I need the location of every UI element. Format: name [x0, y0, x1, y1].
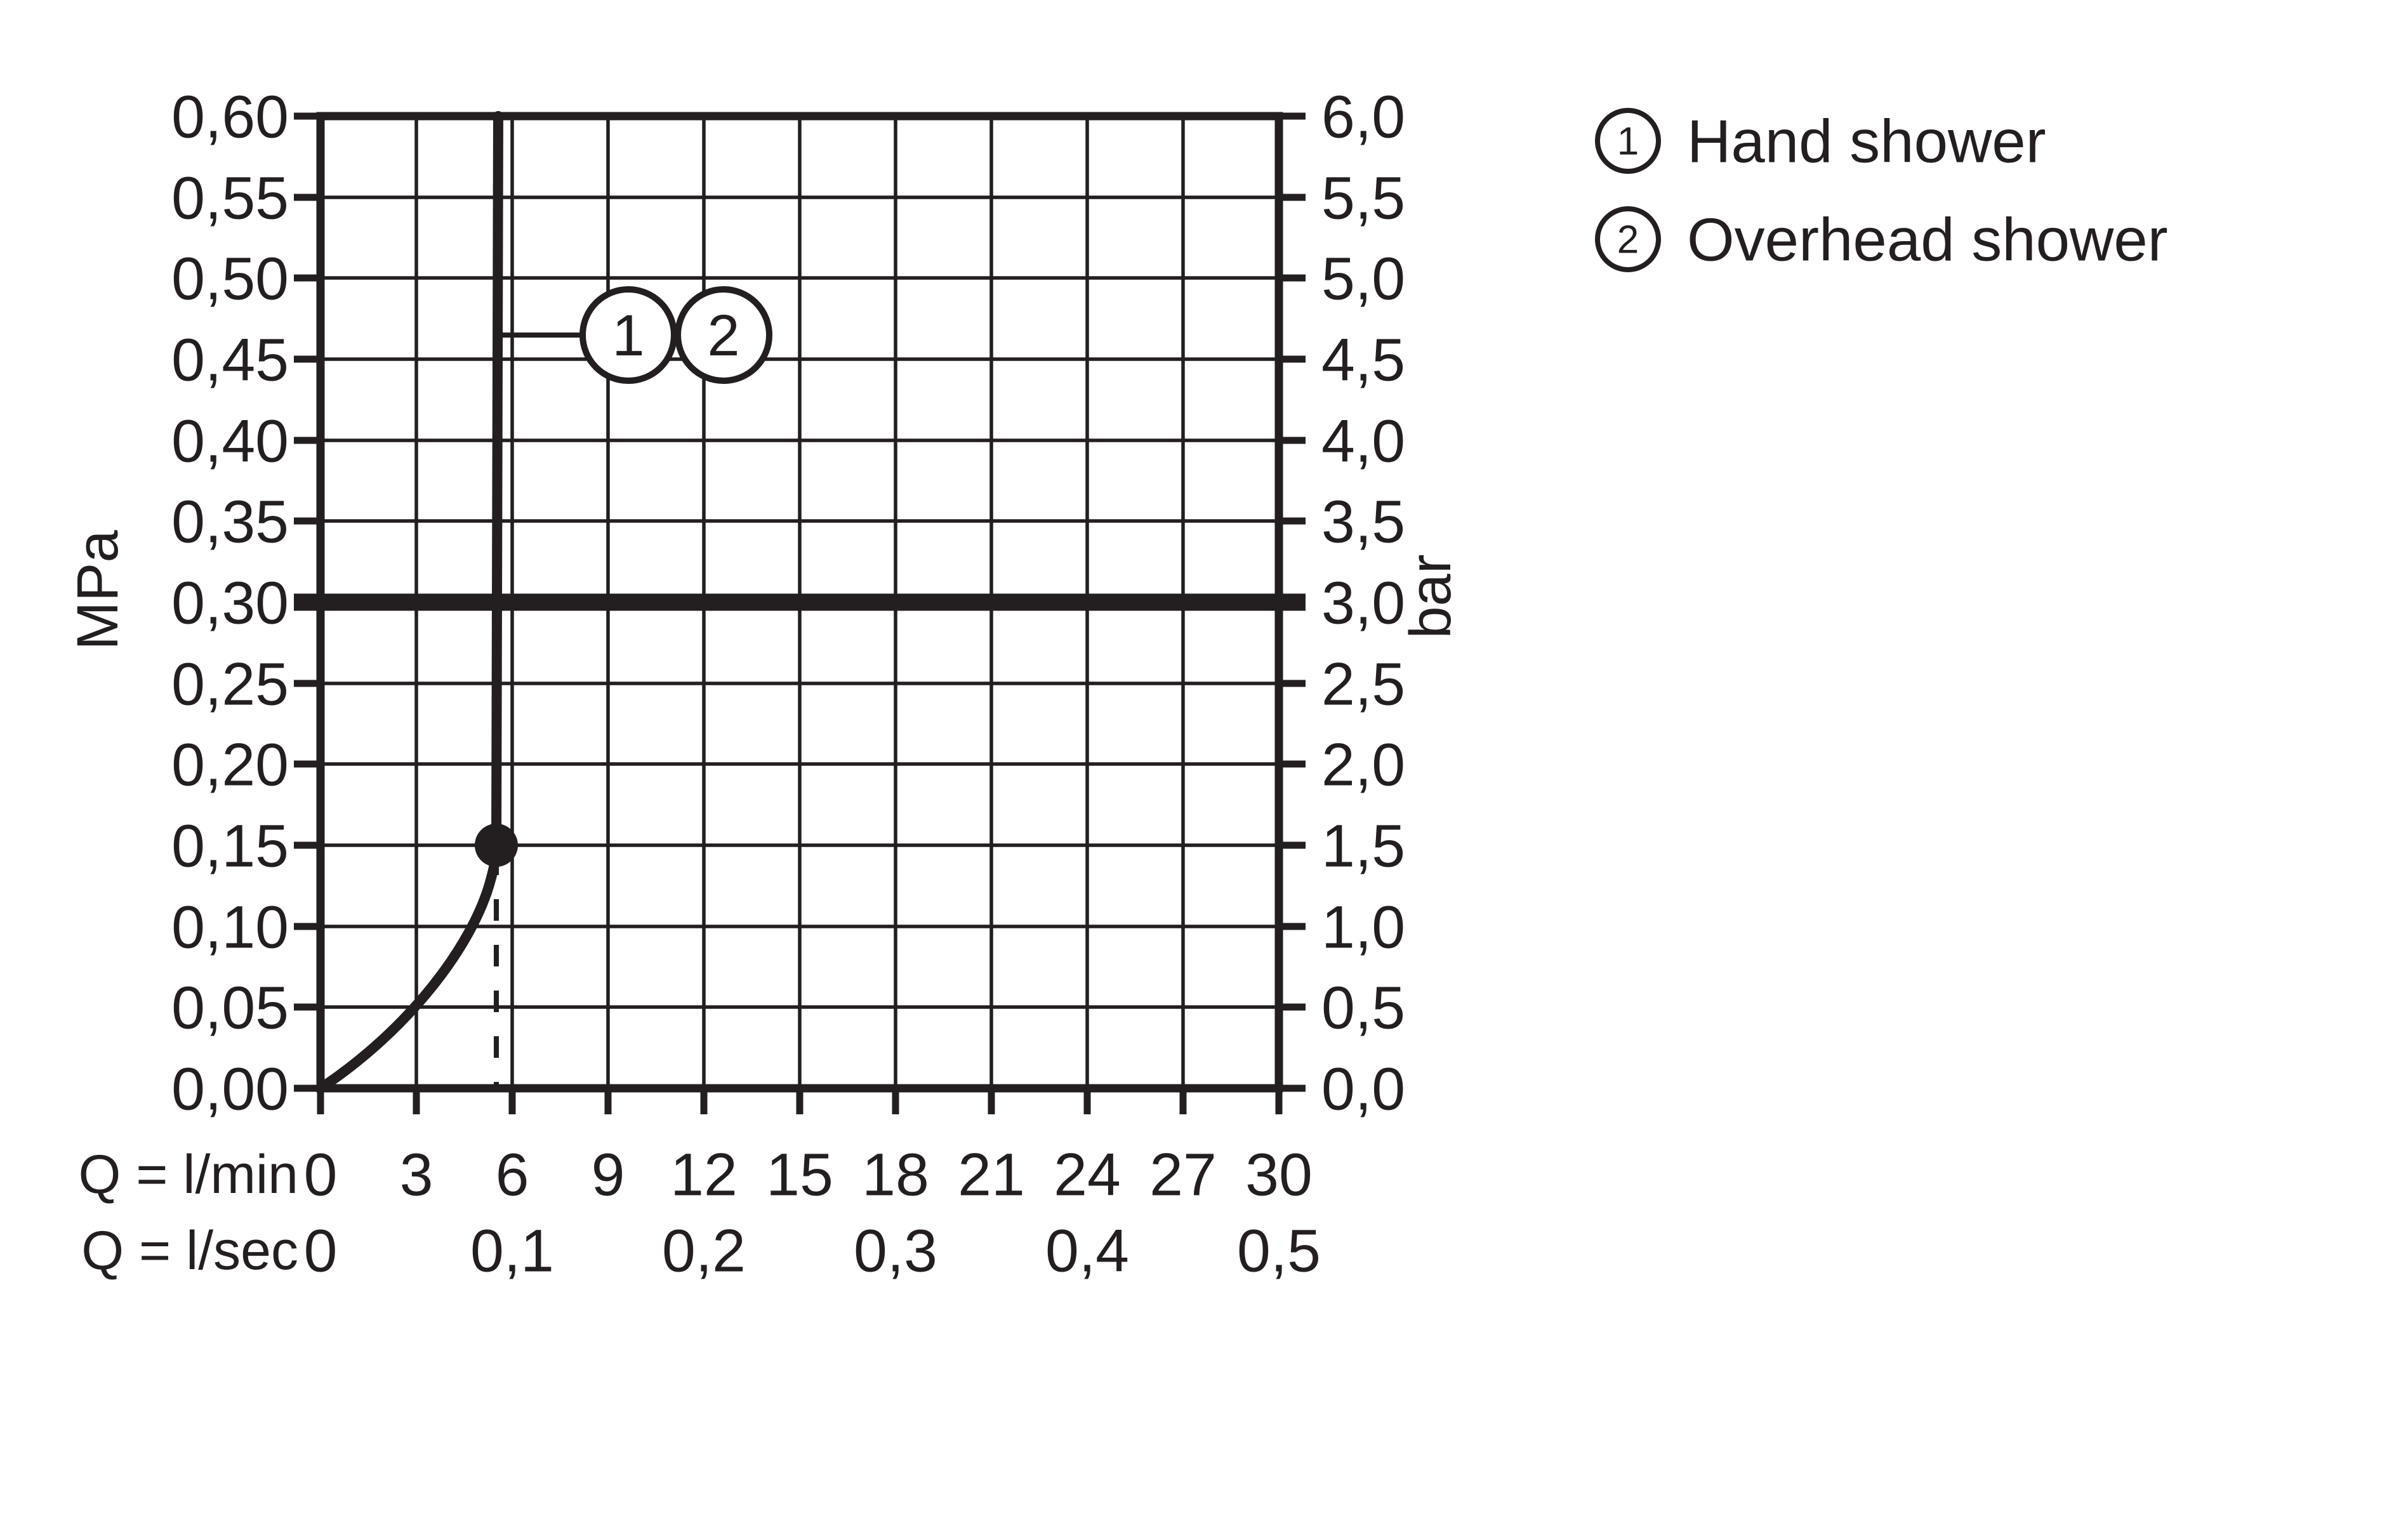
y-right-tick-label: 0,0	[1321, 1055, 1405, 1123]
y-left-tick-label: 0,00	[171, 1055, 289, 1123]
y-right-tick-label: 6,0	[1321, 83, 1405, 150]
y-right-tick-label: 3,5	[1321, 488, 1405, 555]
y-left-tick-label: 0,30	[171, 569, 289, 636]
x-axis-lmin-labels: Q = l/min 0 3 6 9 12 15 18 21 24 27 30	[79, 1141, 1313, 1208]
x-lsec-tick-label: 0	[304, 1217, 338, 1284]
y-right-unit-label: bar	[1398, 555, 1463, 639]
y-left-unit-label: MPa	[65, 530, 130, 650]
x-lmin-tick-label: 6	[496, 1141, 529, 1208]
grid	[321, 116, 1279, 1088]
x-lmin-tick-label: 12	[670, 1141, 738, 1208]
x-lmin-tick-label: 24	[1054, 1141, 1121, 1208]
tick-marks	[294, 112, 1306, 1114]
x-lsec-tick-label: 0,5	[1237, 1217, 1321, 1284]
y-axis-left-labels: 0,60 0,55 0,50 0,45 0,40 0,35 0,30 0,25 …	[171, 83, 289, 1123]
x-lmin-tick-label: 30	[1245, 1141, 1313, 1208]
y-left-tick-label: 0,35	[171, 488, 289, 555]
x-lmin-tick-label: 27	[1149, 1141, 1217, 1208]
y-right-tick-label: 4,0	[1321, 407, 1405, 475]
legend-item-2-number: 2	[1617, 218, 1639, 262]
x-lsec-tick-label: 0,3	[854, 1217, 937, 1284]
y-right-tick-label: 5,5	[1321, 164, 1405, 232]
y-left-tick-label: 0,15	[171, 812, 289, 879]
y-left-tick-label: 0,40	[171, 407, 289, 475]
x-axis-lsec-caption: Q = l/sec	[81, 1220, 298, 1281]
y-right-tick-label: 4,5	[1321, 326, 1405, 393]
operating-point-dot	[475, 824, 518, 867]
x-axis-lsec-labels: Q = l/sec 0 0,1 0,2 0,3 0,4 0,5	[81, 1217, 1321, 1284]
callout-1-circle	[579, 286, 677, 384]
y-right-tick-label: 2,0	[1321, 731, 1405, 798]
y-right-tick-label: 2,5	[1321, 650, 1405, 718]
y-right-tick-label: 3,0	[1321, 569, 1405, 636]
y-right-tick-label: 1,0	[1321, 893, 1405, 961]
legend-item-1-number: 1	[1617, 120, 1639, 164]
y-left-tick-label: 0,10	[171, 893, 289, 961]
y-right-tick-label: 1,5	[1321, 812, 1405, 879]
legend-item-1-label: Hand shower	[1687, 108, 2046, 176]
x-lmin-tick-label: 9	[592, 1141, 625, 1208]
y-right-tick-label: 0,5	[1321, 974, 1405, 1041]
x-lmin-tick-label: 0	[304, 1141, 338, 1208]
y-left-tick-label: 0,60	[171, 83, 289, 150]
y-left-tick-label: 0,45	[171, 326, 289, 393]
x-lmin-tick-label: 3	[400, 1141, 433, 1208]
y-left-tick-label: 0,55	[171, 164, 289, 232]
y-left-tick-label: 0,20	[171, 731, 289, 798]
x-lsec-tick-label: 0,1	[470, 1217, 554, 1284]
legend-item-2-circle	[1595, 206, 1661, 272]
callout-1-number: 1	[612, 303, 644, 368]
callout-2-number: 2	[707, 303, 739, 368]
legend-item-1-circle	[1595, 108, 1661, 174]
y-left-tick-label: 0,50	[171, 245, 289, 312]
y-left-tick-label: 0,25	[171, 650, 289, 718]
x-axis-lmin-caption: Q = l/min	[79, 1144, 298, 1205]
callout-2-circle	[675, 286, 772, 384]
y-right-tick-label: 5,0	[1321, 245, 1405, 312]
x-lmin-tick-label: 15	[766, 1141, 833, 1208]
x-lsec-tick-label: 0,2	[662, 1217, 746, 1284]
legend-item-2-label: Overhead shower	[1687, 206, 2168, 274]
x-lmin-tick-label: 18	[862, 1141, 929, 1208]
x-lmin-tick-label: 21	[958, 1141, 1025, 1208]
legend: 1 Hand shower 2 Overhead shower	[1595, 108, 2168, 274]
y-left-tick-label: 0,05	[171, 974, 289, 1041]
x-lsec-tick-label: 0,4	[1045, 1217, 1129, 1284]
y-axis-right-labels: 6,0 5,5 5,0 4,5 4,0 3,5 3,0 2,5 2,0 1,5 …	[1321, 83, 1405, 1123]
